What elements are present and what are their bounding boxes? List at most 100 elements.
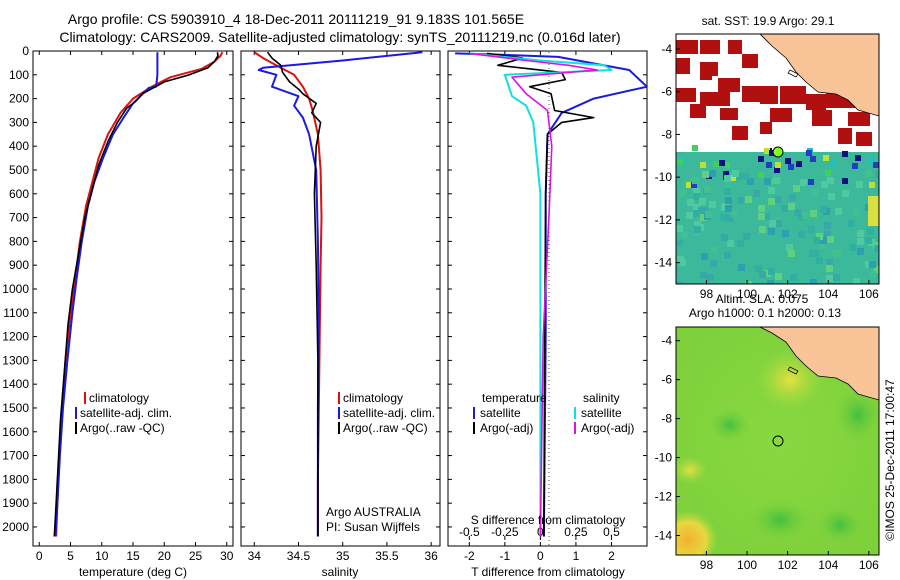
depth-tick-label: 700 — [9, 211, 29, 225]
x-tick-label: 35.5 — [375, 549, 399, 563]
sst-pixel — [736, 173, 743, 180]
x-tick-label: 34.5 — [287, 549, 311, 563]
sst-pixel — [874, 266, 879, 273]
argo-pi-annotation: PI: Susan Wijffels — [326, 520, 420, 534]
sst-pixel — [800, 179, 807, 186]
sst-pixel — [694, 221, 701, 228]
series-line-salinity-argo-adj — [469, 52, 599, 537]
sst-pixel — [686, 182, 692, 188]
sst-cloud-cell — [700, 70, 712, 80]
sst-pixel — [686, 212, 693, 219]
sst-pixel — [794, 209, 801, 216]
depth-axis-ticks: 0 100 200 300 400 500 600 700 800 900 1000 1100 1200… — [2, 44, 233, 534]
salinity-panel: 34 34.5 35 35.5 36 salinity climatology sate… — [240, 50, 441, 579]
sst-pixel — [775, 162, 781, 168]
temperature-axis-label: temperature (deg C) — [79, 565, 187, 579]
legend-label-argo: Argo(..raw -QC) — [80, 421, 165, 435]
sst-pixel — [848, 220, 855, 227]
sst-pixel — [769, 220, 776, 227]
sst-pixel — [790, 274, 797, 281]
x-tick-label: -2 — [464, 549, 475, 563]
x-tick-label: 15 — [126, 549, 140, 563]
sst-pixel — [827, 177, 834, 184]
sst-pixel — [782, 230, 789, 237]
sst-cloud-cell — [742, 86, 760, 102]
lat-tick-label: -10 — [655, 451, 673, 465]
sla-map-title-line2: Argo h1000: 0.1 h2000: 0.13 — [689, 306, 841, 320]
sst-pixel — [819, 242, 826, 249]
depth-tick-label: 400 — [9, 139, 29, 153]
sst-cloud-cell — [720, 108, 738, 120]
sst-pixel — [693, 210, 700, 217]
temperature-series — [53, 51, 224, 537]
sst-pixel — [857, 238, 864, 245]
sst-pixel — [713, 161, 719, 167]
sst-pixel — [830, 159, 836, 165]
sst-pixel — [759, 226, 766, 233]
sst-pixel — [704, 186, 711, 193]
depth-tick-label: 2000 — [2, 520, 29, 534]
sst-pixel — [835, 208, 842, 215]
sst-pixel — [865, 170, 872, 177]
sst-pixel — [869, 271, 876, 278]
sst-pixel — [796, 161, 802, 167]
sst-pixel — [821, 181, 828, 188]
sst-pixel — [853, 278, 860, 284]
x-tick-label: 30 — [220, 549, 234, 563]
sst-pixel — [810, 279, 817, 284]
x-tick-label: -1 — [500, 549, 511, 563]
sla-low-blob — [818, 507, 862, 543]
lat-tick-label: -8 — [661, 412, 672, 426]
depth-tick-label: 1900 — [2, 496, 29, 510]
sla-low-blob — [710, 409, 750, 441]
sst-pixel — [768, 268, 775, 275]
sst-pixel — [726, 215, 733, 222]
sst-pixel — [775, 220, 782, 227]
lon-tick-label: 104 — [818, 558, 838, 572]
sst-pixel — [687, 199, 694, 206]
depth-tick-label: 800 — [9, 234, 29, 248]
salinity-axis-label: salinity — [322, 565, 359, 579]
legend-label-climatology: climatology — [89, 391, 149, 405]
sla-map-frame — [675, 326, 880, 556]
sla-map-title-line1: Altim. SLA: 0.075 — [716, 292, 809, 306]
sst-cloud-cell — [806, 94, 826, 110]
sst-pixel — [833, 274, 840, 281]
sst-pixel — [709, 170, 716, 177]
sst-pixel — [767, 280, 774, 284]
sst-pixel — [820, 206, 827, 213]
sst-warm-pixel — [868, 196, 879, 226]
sst-pixel — [808, 226, 815, 233]
depth-tick-label: 300 — [9, 115, 29, 129]
sst-pixel — [725, 197, 732, 204]
sst-pixel — [849, 244, 856, 251]
sst-pixel — [855, 155, 861, 161]
lat-tick-label: -14 — [655, 256, 673, 270]
temperature-axis-ticks: 0 5 10 15 20 25 30 — [36, 51, 234, 563]
s-diff-tick-label: 0.25 — [564, 525, 588, 539]
sst-map-panel: sat. SST: 19.9 Argo: 29.1 98 100 102 104 106… — [655, 14, 880, 301]
sst-cloud-cell — [718, 78, 740, 92]
lat-tick-label: -14 — [655, 529, 673, 543]
sst-pixel — [856, 181, 863, 188]
sst-pixel — [702, 171, 709, 178]
depth-tick-label: 0 — [22, 44, 29, 58]
sst-pixel — [755, 265, 762, 272]
sst-pixel — [775, 273, 782, 280]
island-outline — [787, 366, 799, 375]
lat-tick-label: -10 — [655, 170, 673, 184]
sst-pixel — [676, 225, 683, 232]
sst-pixel — [753, 190, 760, 197]
s-difference-axis-label: S difference from climatology — [471, 513, 626, 527]
figure-title-line2: Climatology: CARS2009. Satellite-adjuste… — [59, 29, 620, 45]
salinity-legend: climatology satellite-adj. clim. Argo(..… — [338, 391, 435, 435]
sst-pixel — [826, 265, 833, 272]
sst-pixel — [828, 193, 835, 200]
sst-pixel — [768, 198, 775, 205]
depth-tick-label: 1200 — [2, 330, 29, 344]
sst-pixel — [692, 177, 699, 184]
x-tick-label: 25 — [189, 549, 203, 563]
sst-pixel — [693, 193, 700, 200]
t-difference-axis-label: T difference from climatology — [471, 565, 625, 579]
sst-pixel — [747, 178, 754, 185]
